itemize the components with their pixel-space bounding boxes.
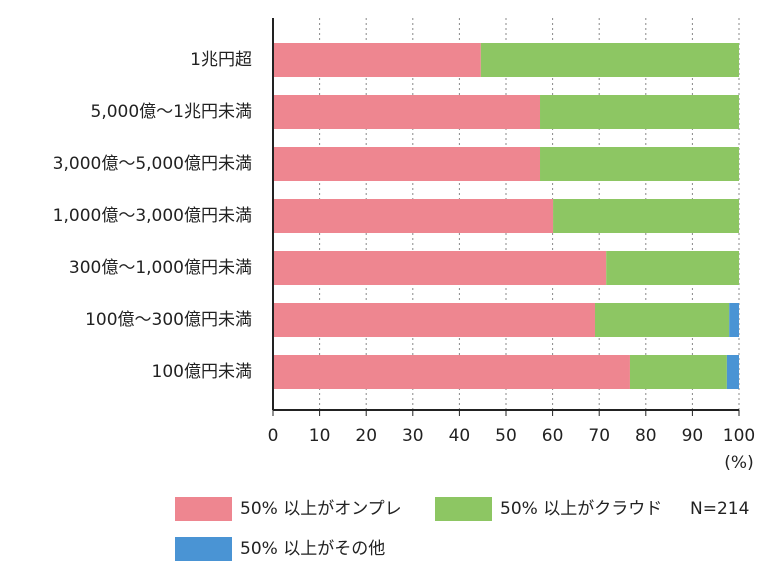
legend-label: 50% 以上がクラウド xyxy=(500,499,662,519)
bar-segment xyxy=(729,303,739,337)
bar-segment xyxy=(273,199,554,233)
y-tick-label: 1,000億～3,000億円未満 xyxy=(53,206,252,226)
bar-segment xyxy=(606,251,739,285)
bar-segment xyxy=(629,355,727,389)
x-tick-label: 10 xyxy=(309,426,331,446)
legend-swatch xyxy=(435,497,492,521)
bar-segment xyxy=(273,303,596,337)
x-tick-label: 60 xyxy=(542,426,564,446)
legend-label: 50% 以上がオンプレ xyxy=(240,499,402,519)
bar-segment xyxy=(480,43,739,77)
legend-swatch xyxy=(175,497,232,521)
bar-segment xyxy=(553,199,739,233)
y-tick-label: 1兆円超 xyxy=(190,50,252,70)
annotation: N=214 xyxy=(690,499,749,519)
x-tick-label: 100 xyxy=(723,426,755,446)
x-tick-label: 90 xyxy=(682,426,704,446)
x-tick-label: 40 xyxy=(449,426,471,446)
bar-segment xyxy=(595,303,730,337)
bar-segment xyxy=(273,355,630,389)
bar-segment xyxy=(273,95,541,129)
x-tick-label: 70 xyxy=(588,426,610,446)
bar-segment xyxy=(273,147,541,181)
bar-segment xyxy=(540,147,739,181)
bar-segment xyxy=(540,95,739,129)
x-axis-label: (%) xyxy=(724,453,753,473)
bar-segment xyxy=(273,251,607,285)
legend-swatch xyxy=(175,537,232,561)
bar-segment xyxy=(726,355,739,389)
y-tick-label: 5,000億～1兆円未満 xyxy=(91,102,252,122)
x-tick-label: 0 xyxy=(268,426,279,446)
x-tick-label: 50 xyxy=(495,426,517,446)
x-tick-label: 20 xyxy=(355,426,377,446)
bar-segment xyxy=(273,43,481,77)
y-tick-label: 100億円未満 xyxy=(152,362,252,382)
y-tick-label: 3,000億～5,000億円未満 xyxy=(53,154,252,174)
x-tick-label: 30 xyxy=(402,426,424,446)
legend-label: 50% 以上がその他 xyxy=(240,539,385,559)
y-tick-label: 100億～300億円未満 xyxy=(85,310,252,330)
y-tick-label: 300億～1,000億円未満 xyxy=(69,258,252,278)
x-tick-label: 80 xyxy=(635,426,657,446)
